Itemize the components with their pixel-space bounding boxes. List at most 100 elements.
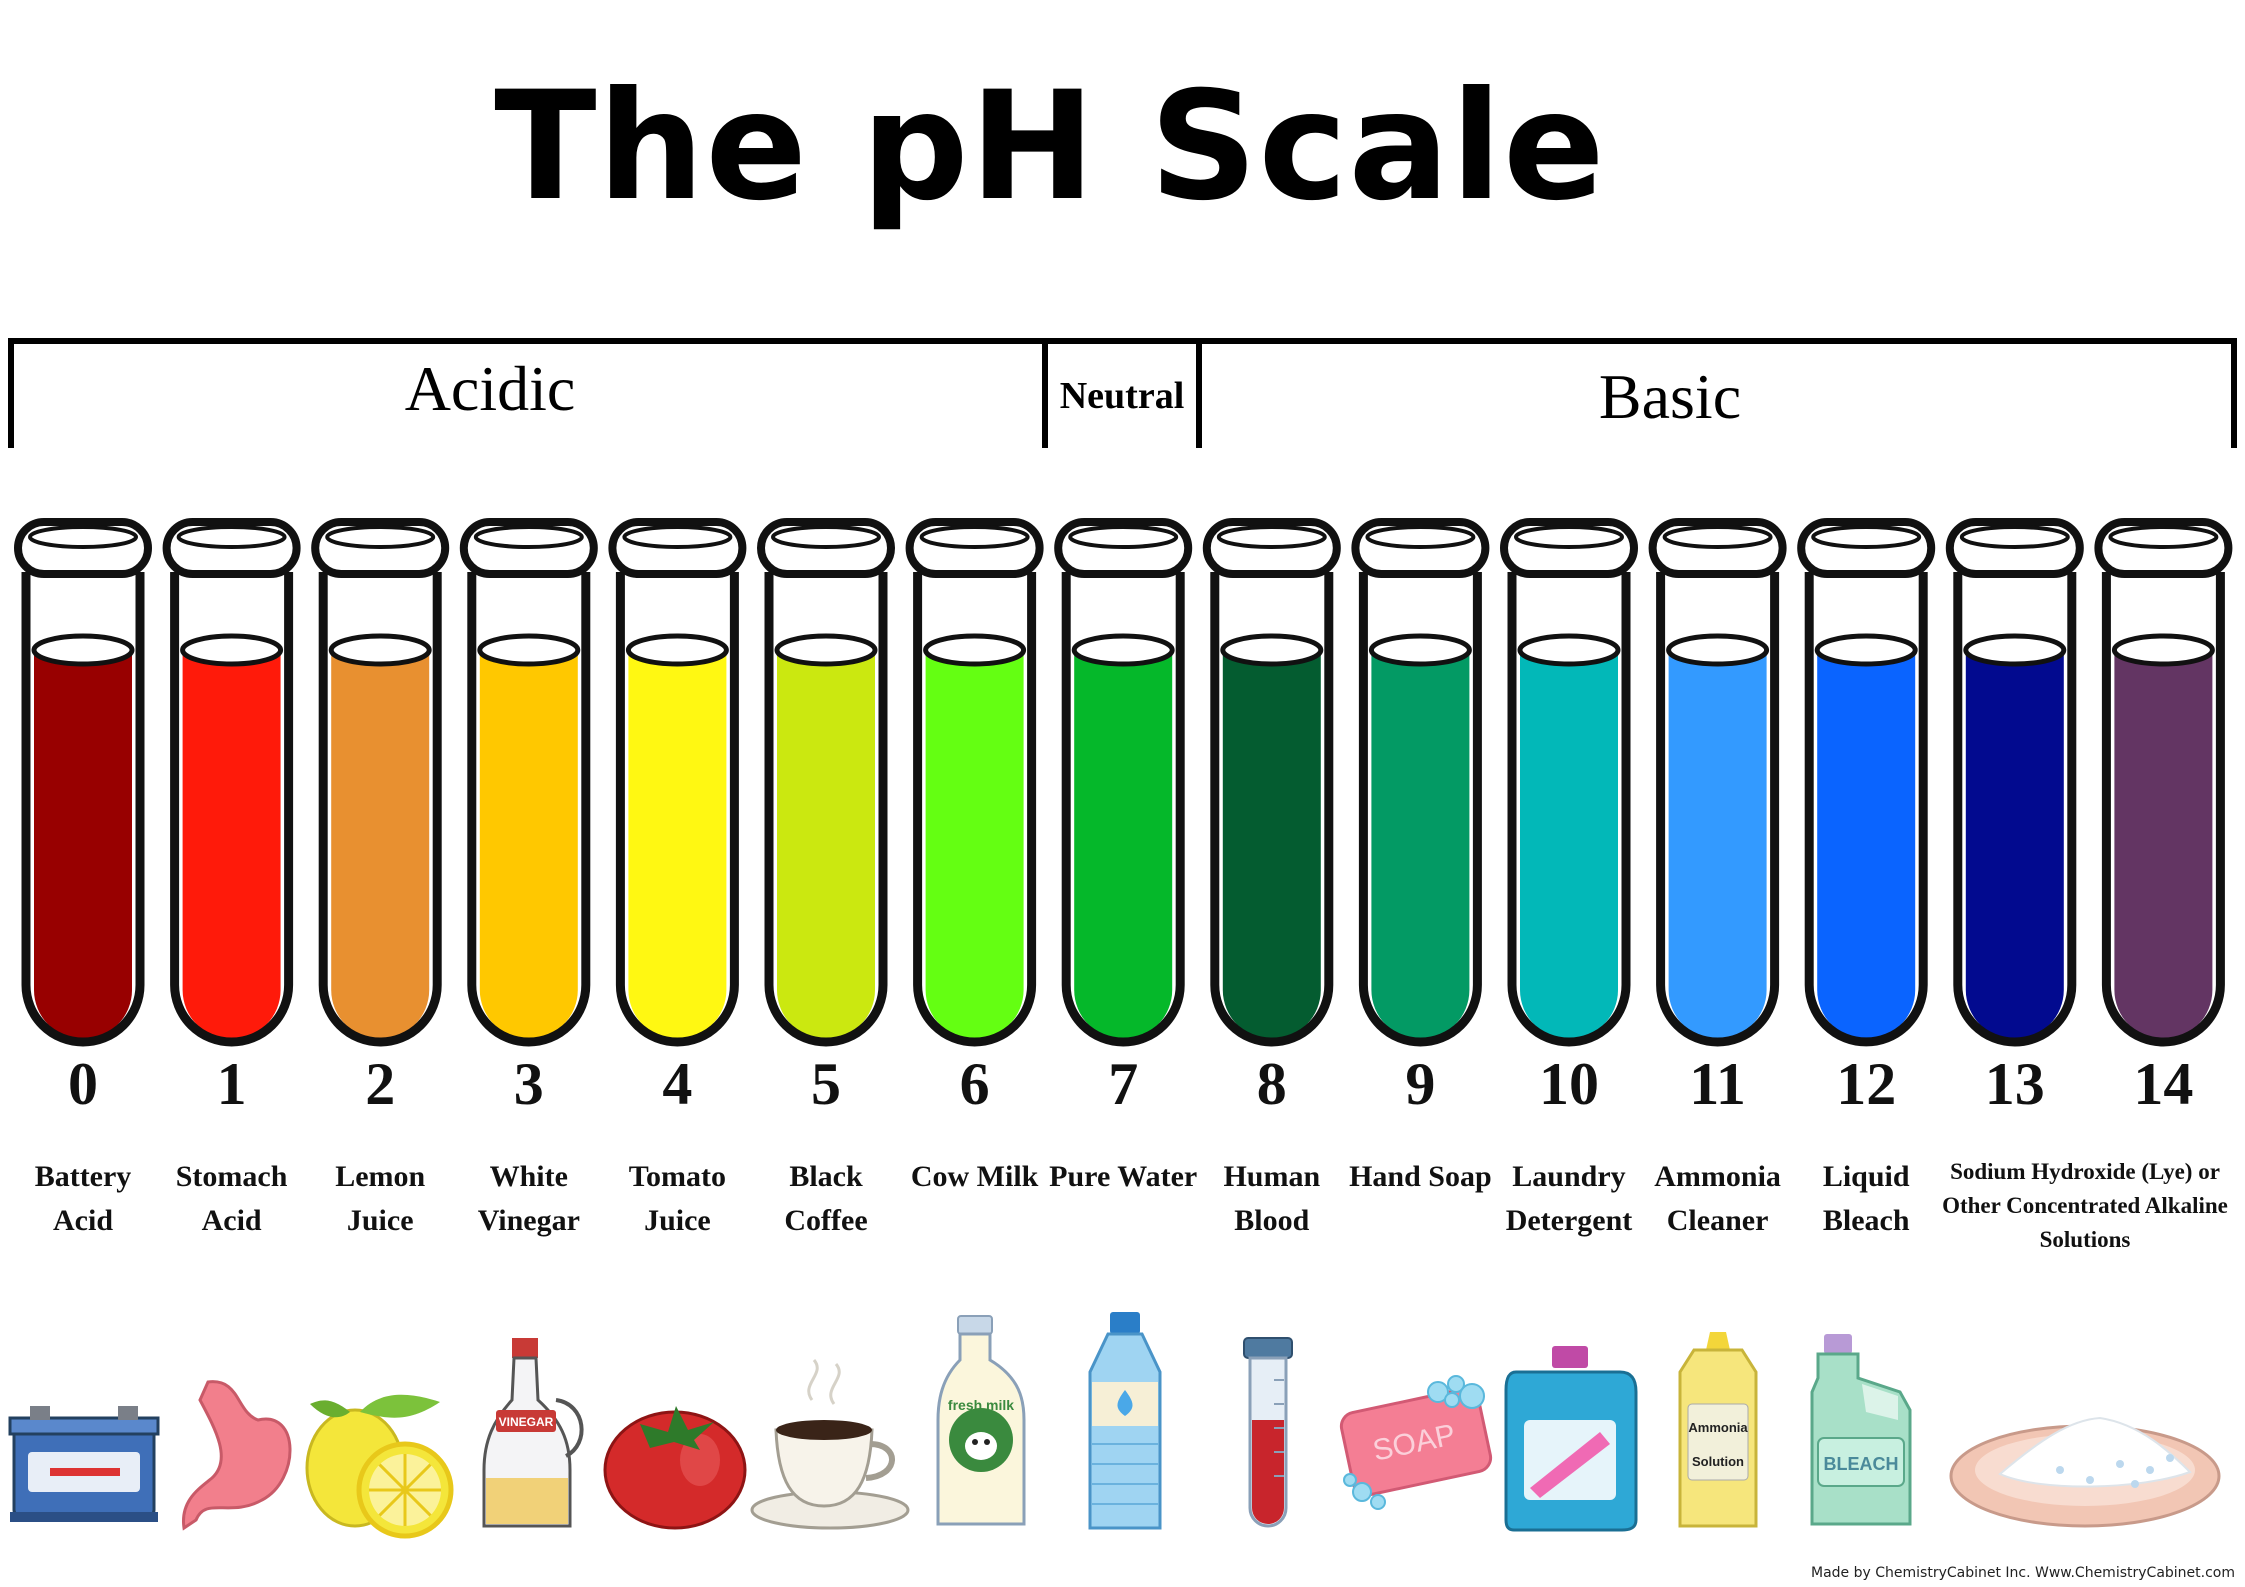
tube-body-2 bbox=[318, 572, 442, 1047]
test-tube-1 bbox=[162, 518, 301, 1047]
liquid-7 bbox=[1074, 650, 1173, 1039]
ph-label-8: Human Blood bbox=[1223, 1160, 1321, 1237]
ph-number-7: 7 bbox=[1108, 1051, 1139, 1117]
meniscus-8 bbox=[1220, 633, 1324, 667]
meniscus-13 bbox=[1963, 633, 2067, 667]
ph-number-4: 4 bbox=[662, 1051, 693, 1117]
svg-text:BLEACH: BLEACH bbox=[1824, 1454, 1899, 1474]
tube-rim-inner-13 bbox=[1959, 525, 2070, 549]
tube-rim-inner-2 bbox=[325, 525, 436, 549]
lye-dish-icon bbox=[1949, 1416, 2221, 1528]
meniscus-11 bbox=[1666, 633, 1770, 667]
svg-text:VINEGAR: VINEGAR bbox=[499, 1415, 554, 1429]
water-bottle-icon bbox=[1088, 1312, 1162, 1530]
ph-label-6: Cow Milk bbox=[910, 1160, 1039, 1193]
ph-label-7: Pure Water bbox=[1049, 1160, 1198, 1193]
svg-text:Solution: Solution bbox=[1692, 1454, 1744, 1469]
liquid-4 bbox=[628, 650, 727, 1039]
basic-label: Basic bbox=[1598, 361, 1742, 432]
liquid-13 bbox=[1965, 650, 2064, 1039]
test-tube-10 bbox=[1500, 518, 1638, 1047]
ph-label-10: Laundry Detergent bbox=[1505, 1160, 1633, 1237]
ph-label-5: Black Coffee bbox=[784, 1160, 868, 1237]
milk-bottle-icon: fresh milk bbox=[936, 1315, 1026, 1526]
tube-body-12 bbox=[1804, 572, 1928, 1047]
neutral-label: Neutral bbox=[1059, 375, 1185, 417]
lemon-icon bbox=[305, 1394, 454, 1539]
soap-icon: SOAP bbox=[1339, 1375, 1493, 1510]
bleach-jug-icon: BLEACH bbox=[1810, 1334, 1912, 1526]
test-tube-7 bbox=[1054, 518, 1193, 1047]
liquid-11 bbox=[1668, 650, 1767, 1039]
meniscus-6 bbox=[923, 633, 1027, 667]
liquid-1 bbox=[182, 650, 281, 1039]
test-tube-2 bbox=[311, 518, 450, 1047]
liquid-2 bbox=[331, 650, 430, 1039]
meniscus-10 bbox=[1517, 633, 1621, 667]
battery-icon bbox=[8, 1406, 160, 1522]
tube-body-3 bbox=[467, 572, 591, 1047]
meniscus-1 bbox=[180, 633, 284, 667]
liquid-8 bbox=[1222, 650, 1321, 1039]
ph-label-2: Lemon Juice bbox=[335, 1160, 426, 1237]
meniscus-2 bbox=[328, 633, 432, 667]
basic-bracket bbox=[1196, 338, 2237, 448]
ph-number-6: 6 bbox=[959, 1051, 990, 1117]
test-tube-6 bbox=[905, 518, 1044, 1047]
liquid-0 bbox=[34, 650, 132, 1039]
ph-label-4: Tomato Juice bbox=[628, 1160, 727, 1237]
tube-rim-inner-3 bbox=[473, 525, 584, 549]
ph-number-11: 11 bbox=[1689, 1051, 1746, 1117]
meniscus-9 bbox=[1368, 633, 1472, 667]
ph-label-11: Ammonia Cleaner bbox=[1654, 1160, 1781, 1237]
tube-rim-inner-12 bbox=[1811, 525, 1922, 549]
tube-rim-inner-11 bbox=[1662, 525, 1773, 549]
tube-body-5 bbox=[764, 572, 888, 1047]
tube-body-14 bbox=[2101, 572, 2225, 1047]
meniscus-4 bbox=[625, 633, 729, 667]
test-tube-9 bbox=[1351, 518, 1490, 1047]
ph-number-9: 9 bbox=[1405, 1051, 1436, 1117]
tube-rim-inner-14 bbox=[2108, 525, 2219, 549]
meniscus-3 bbox=[477, 633, 581, 667]
ph-number-8: 8 bbox=[1256, 1051, 1287, 1117]
test-tube-5 bbox=[757, 518, 895, 1047]
tube-body-4 bbox=[615, 572, 739, 1047]
tube-body-1 bbox=[170, 572, 294, 1047]
svg-text:Ammonia: Ammonia bbox=[1688, 1420, 1748, 1435]
stomach-icon bbox=[182, 1380, 292, 1531]
ph-number-1: 1 bbox=[216, 1051, 247, 1117]
tomato-icon bbox=[603, 1406, 747, 1530]
tube-body-13 bbox=[1953, 572, 2077, 1047]
tube-body-6 bbox=[913, 572, 1037, 1047]
meniscus-5 bbox=[774, 633, 878, 667]
meniscus-14 bbox=[2111, 633, 2215, 667]
liquid-6 bbox=[925, 650, 1024, 1039]
test-tube-13 bbox=[1945, 518, 2084, 1047]
tube-rim-inner-6 bbox=[919, 525, 1030, 549]
tube-rim-inner-5 bbox=[771, 525, 881, 549]
liquid-9 bbox=[1371, 650, 1470, 1039]
test-tube-14 bbox=[2094, 518, 2233, 1047]
liquid-5 bbox=[777, 650, 875, 1039]
tube-body-7 bbox=[1061, 572, 1185, 1047]
acidic-label: Acidic bbox=[404, 353, 576, 424]
ph-label-0: Battery Acid bbox=[34, 1160, 132, 1237]
coffee-cup-icon bbox=[750, 1359, 910, 1530]
credit-text: Made by ChemistryCabinet Inc. Www.Chemis… bbox=[1811, 1565, 2235, 1581]
tube-rim-inner-0 bbox=[28, 525, 138, 549]
tube-body-0 bbox=[21, 572, 145, 1047]
tube-rim-inner-4 bbox=[622, 525, 733, 549]
liquid-14 bbox=[2114, 650, 2213, 1039]
ph-number-0: 0 bbox=[68, 1051, 98, 1117]
ph-number-3: 3 bbox=[513, 1051, 544, 1117]
liquid-3 bbox=[479, 650, 578, 1039]
meniscus-0 bbox=[31, 633, 135, 667]
ph-number-14: 14 bbox=[2133, 1051, 2194, 1117]
detergent-bottle-icon bbox=[1504, 1346, 1638, 1532]
test-tube-11 bbox=[1648, 518, 1787, 1047]
blood-vial-icon bbox=[1243, 1337, 1293, 1528]
test-tube-3 bbox=[459, 518, 598, 1047]
